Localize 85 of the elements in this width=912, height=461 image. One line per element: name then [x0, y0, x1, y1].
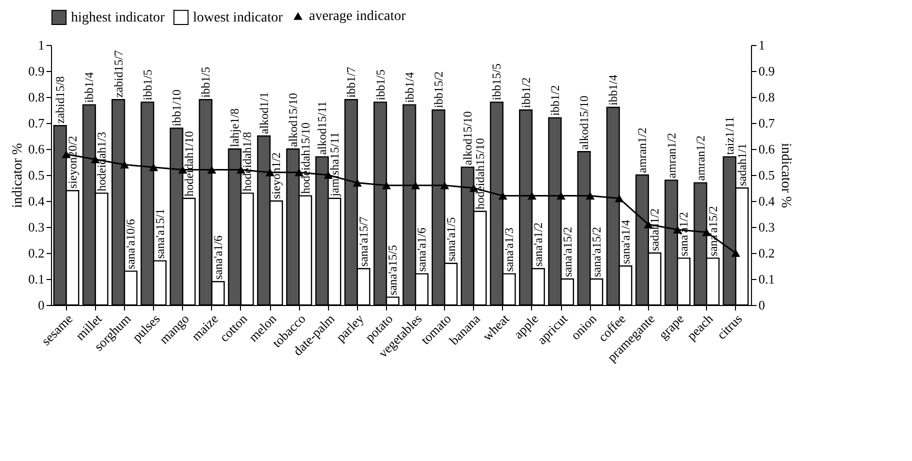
data-label: sieyon20/2	[65, 136, 80, 189]
data-label: ibb1/4	[606, 74, 620, 106]
data-label: amran1/2	[693, 135, 708, 181]
data-label: sana'a1/2	[676, 212, 691, 256]
data-label: alkod15/11	[315, 101, 330, 155]
y-tick-label: 0.4	[28, 194, 45, 208]
data-label: sana'a15/5	[386, 245, 400, 296]
data-label: hodeidah15/10	[298, 122, 312, 194]
data-label: alkod15/10	[286, 93, 300, 147]
data-label: sieyon1/2	[269, 152, 284, 199]
y-tick-label: 1	[38, 38, 44, 52]
y-tick-label: 0.7	[28, 116, 45, 130]
point	[586, 192, 595, 200]
data-label: ibb1/10	[170, 90, 184, 126]
data-label: alkod1/1	[256, 92, 271, 134]
data-label: taiz1/11	[722, 116, 737, 155]
y-tick-label: 0.6	[28, 142, 45, 156]
data-label: sana'a10/6	[124, 219, 138, 270]
point	[440, 182, 450, 190]
data-label: ibb1/7	[344, 66, 358, 98]
data-label: sana'a1/5	[444, 217, 458, 262]
data-label: sana'a15/7	[356, 216, 371, 267]
point	[614, 194, 624, 202]
data-label: sana'a1/6	[210, 235, 225, 280]
data-label: ibb15/5	[490, 64, 504, 100]
data-label: amran1/2	[635, 128, 650, 173]
data-label: ibb1/4	[82, 72, 96, 103]
y2-tick-label: 0.3	[758, 220, 775, 234]
y-tick-label: 0.2	[28, 246, 44, 260]
data-label: ibb15/2	[431, 71, 446, 108]
y-tick-label: 0.1	[28, 272, 44, 286]
y2-tick-label: 0.4	[758, 194, 776, 208]
data-label: ibb1/5	[373, 70, 388, 100]
y-tick-label: 0.5	[28, 168, 44, 182]
legend-label: highest indicator	[71, 10, 166, 26]
data-label: ibb1/5	[140, 70, 154, 100]
point	[149, 163, 158, 172]
y2-tick-label: 0	[758, 298, 765, 312]
data-label: zabid15/7	[111, 50, 126, 98]
data-label: sana'a1/4	[618, 220, 632, 264]
y2-tick-label: 0.9	[758, 64, 775, 78]
data-label: sana'a15/2	[589, 226, 604, 277]
data-label: sana'a1/6	[414, 228, 429, 272]
y2-axis-title: indicator %	[778, 143, 793, 208]
data-label: zabid15/8	[53, 76, 68, 124]
point	[528, 192, 536, 200]
data-label: lahje1/8	[228, 108, 242, 147]
point	[352, 178, 362, 187]
point	[731, 249, 740, 257]
data-label: sana'a1/2	[531, 222, 546, 267]
data-label: sana'a15/1	[152, 208, 167, 259]
y-tick-label: 0.9	[28, 64, 44, 78]
data-label: jamisha15/11	[327, 132, 342, 198]
y-tick-label: 0	[38, 298, 44, 312]
data-label: amran1/2	[664, 132, 678, 178]
data-label: hodeidah1/3	[94, 132, 109, 192]
y-tick-label: 0.8	[28, 90, 44, 104]
data-label: sadah1/1	[734, 143, 749, 186]
y2-tick-label: 0.7	[758, 116, 776, 130]
point	[498, 192, 508, 200]
data-label: sana'a15/2	[706, 206, 720, 256]
y2-tick-label: 0.8	[758, 90, 775, 104]
data-label: sana'a15/2	[560, 226, 574, 277]
data-label: ibb1/4	[402, 72, 416, 103]
data-label: ibb1/2	[518, 77, 533, 108]
data-label: alkod15/10	[577, 96, 592, 150]
data-label: ibb1/2	[548, 85, 562, 116]
y2-tick-label: 0.5	[758, 168, 775, 182]
data-label: ibb1/5	[198, 66, 213, 98]
y-axis-title: indicator %	[10, 142, 26, 208]
point	[382, 182, 391, 190]
y2-tick-label: 0.6	[758, 142, 776, 156]
point	[411, 182, 420, 190]
data-label: alkod15/10	[460, 111, 475, 166]
y2-tick-label: 0.1	[758, 272, 775, 286]
data-label: hodeidah15/10	[472, 138, 487, 210]
data-label: sana'a1/3	[502, 228, 516, 272]
legend-label: lowest indicator	[193, 10, 284, 26]
y-tick-label: 0.3	[28, 220, 44, 234]
point	[120, 160, 129, 168]
point	[556, 192, 566, 200]
legend-label: average indicator	[309, 9, 406, 24]
point	[207, 166, 216, 174]
y2-tick-label: 1	[758, 38, 765, 52]
y2-tick-label: 0.2	[758, 246, 775, 260]
